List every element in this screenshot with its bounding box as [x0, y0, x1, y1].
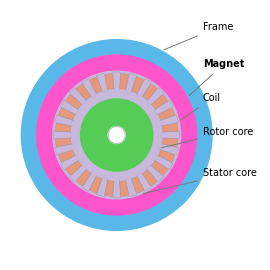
Wedge shape	[143, 84, 157, 100]
Wedge shape	[82, 172, 97, 191]
Wedge shape	[126, 73, 137, 93]
Wedge shape	[137, 79, 151, 98]
Text: Rotor core: Rotor core	[161, 127, 253, 148]
Wedge shape	[60, 155, 79, 170]
Wedge shape	[137, 172, 151, 191]
Wedge shape	[66, 94, 82, 109]
Wedge shape	[97, 177, 108, 197]
Wedge shape	[132, 177, 144, 193]
Wedge shape	[82, 79, 97, 98]
Text: Magnet: Magnet	[189, 59, 244, 96]
Wedge shape	[158, 108, 175, 120]
Text: Stator core: Stator core	[143, 168, 257, 194]
Wedge shape	[162, 138, 178, 147]
Wedge shape	[120, 74, 129, 90]
Wedge shape	[158, 150, 175, 162]
Circle shape	[80, 99, 153, 171]
Wedge shape	[69, 88, 87, 106]
Text: Frame: Frame	[164, 22, 233, 50]
Wedge shape	[60, 100, 79, 115]
Wedge shape	[113, 72, 120, 90]
Circle shape	[21, 40, 212, 230]
Wedge shape	[143, 170, 157, 186]
Circle shape	[72, 91, 161, 179]
Wedge shape	[90, 77, 102, 93]
Wedge shape	[55, 115, 75, 126]
Wedge shape	[154, 100, 173, 115]
Wedge shape	[55, 123, 71, 132]
Wedge shape	[76, 170, 91, 186]
Wedge shape	[97, 73, 108, 93]
Wedge shape	[55, 144, 75, 155]
Wedge shape	[151, 94, 168, 109]
Wedge shape	[59, 150, 75, 162]
Circle shape	[37, 55, 197, 215]
Wedge shape	[159, 144, 178, 155]
Wedge shape	[161, 131, 180, 139]
Wedge shape	[154, 155, 173, 170]
Wedge shape	[105, 74, 114, 90]
Wedge shape	[105, 180, 114, 196]
Wedge shape	[69, 164, 87, 182]
Wedge shape	[132, 77, 144, 93]
Wedge shape	[146, 164, 164, 182]
Wedge shape	[159, 115, 178, 126]
Wedge shape	[120, 180, 129, 196]
Circle shape	[108, 127, 125, 143]
Wedge shape	[146, 88, 164, 106]
Wedge shape	[162, 123, 178, 132]
Wedge shape	[126, 177, 137, 197]
Wedge shape	[76, 84, 91, 100]
Wedge shape	[54, 131, 72, 139]
Wedge shape	[90, 177, 102, 193]
Wedge shape	[151, 161, 168, 176]
Wedge shape	[59, 108, 75, 120]
Wedge shape	[66, 161, 82, 176]
Circle shape	[53, 71, 180, 199]
Text: Coil: Coil	[181, 93, 221, 120]
Wedge shape	[113, 180, 120, 198]
Wedge shape	[55, 138, 71, 147]
